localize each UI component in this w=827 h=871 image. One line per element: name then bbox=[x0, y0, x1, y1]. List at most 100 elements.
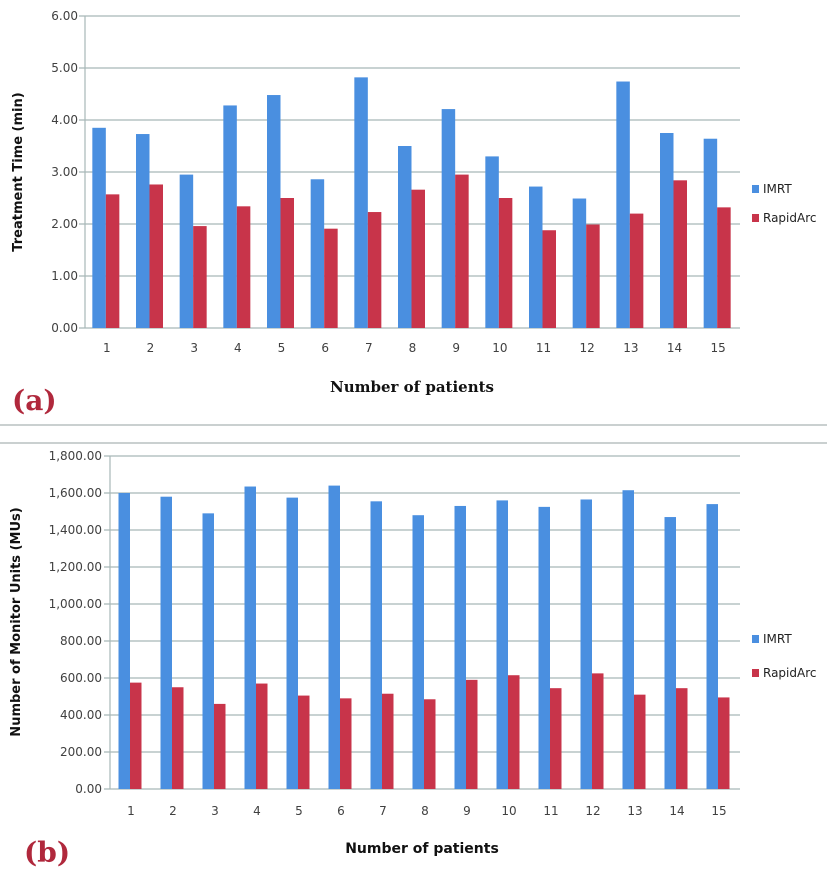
legend-swatch-rapidarc bbox=[752, 669, 759, 677]
y-tick-label: 0.00 bbox=[51, 321, 78, 335]
bar-rapidarc-8 bbox=[411, 189, 425, 328]
x-tick-label: 9 bbox=[452, 341, 460, 355]
y-tick-label: 1.00 bbox=[51, 269, 78, 283]
x-tick-label: 5 bbox=[278, 341, 286, 355]
y-tick-label: 1,800.00 bbox=[49, 449, 102, 463]
bar-imrt-2 bbox=[136, 134, 150, 328]
bar-rapidarc-11 bbox=[550, 688, 562, 789]
x-tick-label: 7 bbox=[379, 804, 387, 818]
y-tick-label: 5.00 bbox=[51, 61, 78, 75]
x-tick-label: 11 bbox=[536, 341, 551, 355]
bar-imrt-9 bbox=[441, 109, 456, 328]
bar-imrt-14 bbox=[664, 517, 676, 789]
bar-rapidarc-13 bbox=[629, 213, 644, 328]
x-tick-label: 11 bbox=[543, 804, 558, 818]
legend-swatch-imrt bbox=[752, 635, 759, 643]
bar-rapidarc-2 bbox=[172, 687, 184, 789]
x-tick-label: 15 bbox=[711, 341, 726, 355]
bar-rapidarc-10 bbox=[498, 198, 513, 328]
y-tick-label: 400.00 bbox=[60, 708, 102, 722]
x-tick-label: 13 bbox=[627, 804, 642, 818]
bar-imrt-2 bbox=[160, 496, 172, 789]
bar-rapidarc-9 bbox=[466, 679, 478, 789]
x-tick-label: 4 bbox=[234, 341, 242, 355]
bar-imrt-1 bbox=[92, 127, 106, 328]
x-tick-label: 15 bbox=[711, 804, 726, 818]
bar-imrt-4 bbox=[244, 486, 256, 789]
bar-rapidarc-4 bbox=[256, 683, 268, 789]
chart-panel-b: 0.00 200.00 400.00 600.00 800.00 1,000.00 1,20… bbox=[9, 449, 816, 869]
bar-rapidarc-14 bbox=[676, 688, 688, 789]
y-tick-label: 4.00 bbox=[51, 113, 78, 127]
legend-label-rapidarc: RapidArc bbox=[763, 211, 816, 225]
bar-rapidarc-14 bbox=[673, 180, 687, 328]
bar-rapidarc-7 bbox=[367, 212, 382, 328]
bar-rapidarc-6 bbox=[340, 698, 352, 789]
x-tick-label: 14 bbox=[669, 804, 684, 818]
x-tick-label: 3 bbox=[190, 341, 198, 355]
x-tick-label: 12 bbox=[585, 804, 600, 818]
bar-imrt-6 bbox=[310, 179, 325, 328]
bar-rapidarc-7 bbox=[382, 693, 394, 789]
bar-rapidarc-3 bbox=[193, 226, 207, 328]
legend-label-imrt: IMRT bbox=[763, 632, 792, 646]
bar-rapidarc-5 bbox=[280, 198, 294, 328]
bar-rapidarc-15 bbox=[717, 207, 731, 328]
bar-imrt-6 bbox=[328, 485, 340, 789]
bar-imrt-11 bbox=[529, 186, 543, 328]
bar-imrt-8 bbox=[398, 146, 412, 328]
x-tick-label: 2 bbox=[147, 341, 155, 355]
bar-imrt-5 bbox=[267, 95, 281, 328]
bar-imrt-15 bbox=[706, 504, 718, 789]
bar-imrt-9 bbox=[454, 505, 466, 789]
x-axis-title: Number of patients bbox=[330, 378, 494, 396]
y-tick-label: 200.00 bbox=[60, 745, 102, 759]
y-tick-label: 2.00 bbox=[51, 217, 78, 231]
legend-label-imrt: IMRT bbox=[763, 182, 792, 196]
x-tick-label: 9 bbox=[463, 804, 471, 818]
bar-imrt-13 bbox=[616, 81, 630, 329]
x-axis-title: Number of patients bbox=[345, 841, 499, 857]
bar-rapidarc-3 bbox=[214, 703, 226, 789]
bar-rapidarc-13 bbox=[634, 694, 646, 789]
x-tick-label: 8 bbox=[409, 341, 417, 355]
x-tick-label: 1 bbox=[127, 804, 135, 818]
bar-imrt-12 bbox=[572, 198, 587, 328]
y-tick-label: 3.00 bbox=[51, 165, 78, 179]
y-tick-label: 1,400.00 bbox=[49, 523, 102, 537]
legend-swatch-imrt bbox=[752, 185, 759, 193]
y-tick-label: 1,000.00 bbox=[49, 597, 102, 611]
bar-imrt-5 bbox=[286, 497, 298, 789]
bar-rapidarc-12 bbox=[592, 673, 604, 789]
x-tick-label: 14 bbox=[667, 341, 682, 355]
bar-rapidarc-15 bbox=[718, 697, 730, 789]
x-tick-label: 6 bbox=[321, 341, 329, 355]
bar-rapidarc-1 bbox=[130, 682, 142, 789]
y-tick-label: 1,200.00 bbox=[49, 560, 102, 574]
bar-rapidarc-11 bbox=[542, 230, 556, 328]
y-tick-label: 0.00 bbox=[75, 782, 102, 796]
bar-rapidarc-9 bbox=[455, 174, 469, 328]
bar-imrt-4 bbox=[223, 105, 237, 328]
x-tick-label: 10 bbox=[501, 804, 516, 818]
bar-imrt-14 bbox=[660, 133, 674, 328]
bar-imrt-8 bbox=[412, 515, 424, 789]
y-axis-title: Number of Monitor Units (MUs) bbox=[9, 507, 24, 736]
x-tick-label: 7 bbox=[365, 341, 373, 355]
legend-swatch-rapidarc bbox=[752, 214, 759, 222]
bar-imrt-7 bbox=[354, 77, 368, 328]
y-axis-title: Treatment Time (min) bbox=[11, 92, 26, 251]
bar-imrt-3 bbox=[179, 174, 194, 328]
x-tick-label: 5 bbox=[295, 804, 303, 818]
bar-imrt-12 bbox=[580, 499, 592, 789]
legend-label-rapidarc: RapidArc bbox=[763, 666, 816, 680]
bar-imrt-10 bbox=[496, 500, 508, 789]
bar-imrt-3 bbox=[202, 513, 214, 789]
bar-imrt-15 bbox=[703, 138, 718, 328]
bar-imrt-10 bbox=[485, 156, 499, 328]
bar-imrt-7 bbox=[370, 501, 382, 789]
x-tick-label: 3 bbox=[211, 804, 219, 818]
bar-rapidarc-10 bbox=[508, 675, 520, 789]
y-tick-label: 600.00 bbox=[60, 671, 102, 685]
